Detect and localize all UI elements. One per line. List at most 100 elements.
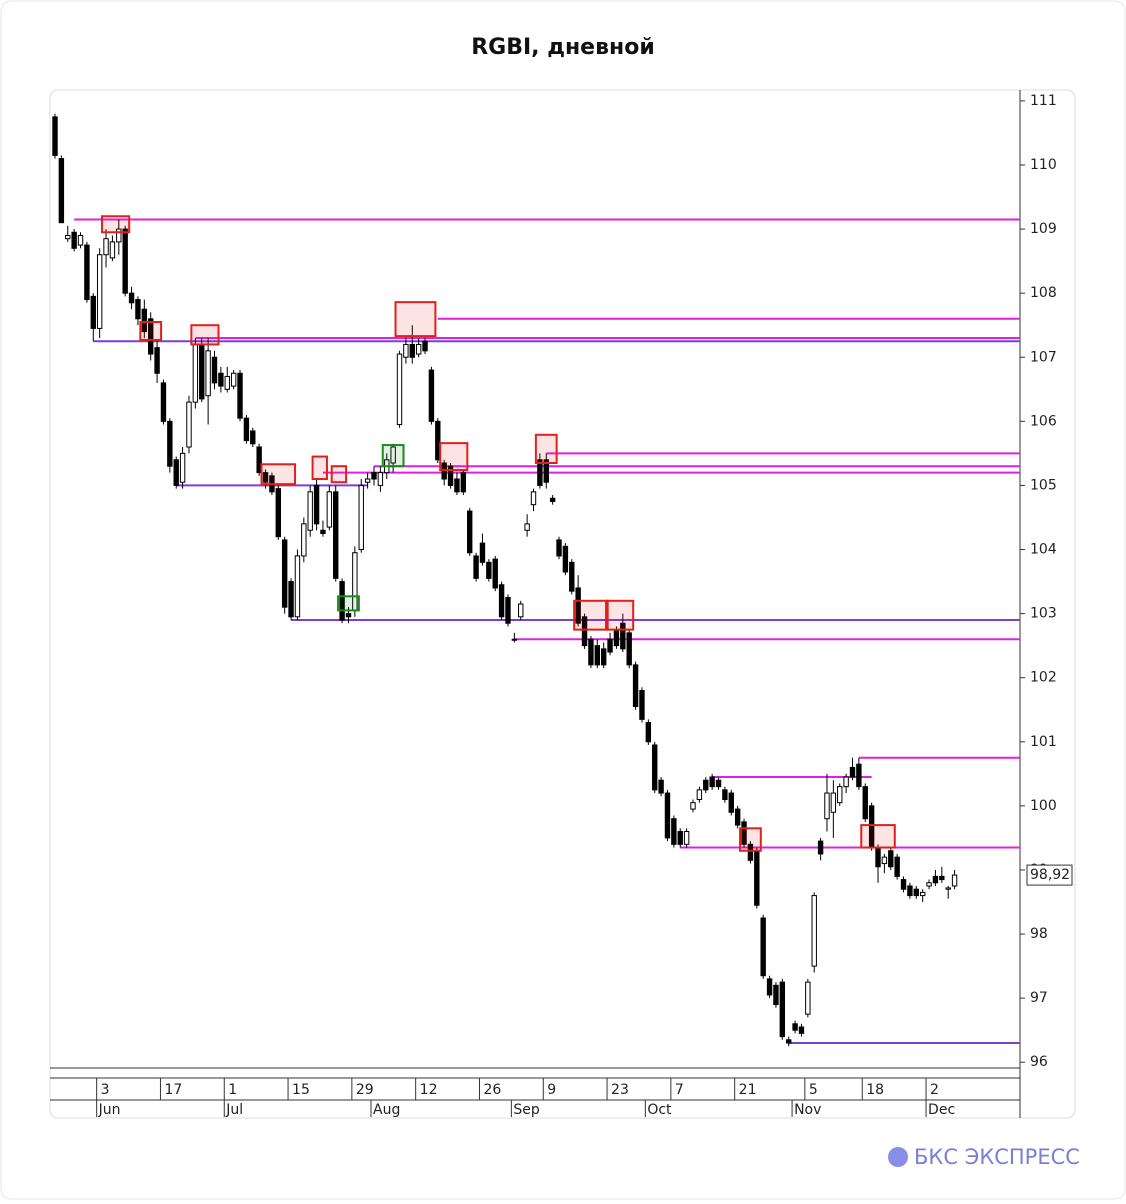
candle-body bbox=[569, 561, 575, 592]
candle-body bbox=[96, 254, 103, 329]
candle-body bbox=[403, 343, 409, 358]
candle-body bbox=[709, 776, 715, 788]
candle-body bbox=[741, 821, 747, 845]
signal-box bbox=[190, 324, 220, 346]
candle-body bbox=[562, 545, 569, 573]
candle-body bbox=[652, 744, 658, 791]
candle-body bbox=[754, 850, 760, 906]
candle-body bbox=[913, 888, 919, 897]
month-label: Jun bbox=[98, 1102, 121, 1118]
candle-body bbox=[492, 558, 498, 589]
candle-body bbox=[632, 664, 639, 708]
candle-body bbox=[766, 978, 773, 996]
x-tick-label: 3 bbox=[101, 1082, 110, 1098]
candle-body bbox=[537, 459, 543, 486]
candle-body bbox=[639, 690, 645, 720]
candle-body bbox=[320, 529, 326, 534]
candle-body bbox=[65, 234, 71, 240]
candle-body bbox=[843, 776, 849, 788]
candle-body bbox=[549, 497, 556, 502]
candle-body bbox=[454, 478, 460, 493]
candle-body bbox=[817, 840, 824, 855]
candle-body bbox=[830, 792, 837, 813]
candle-body bbox=[167, 420, 173, 467]
candle-body bbox=[677, 831, 683, 845]
month-label: Aug bbox=[373, 1102, 400, 1118]
candle-body bbox=[792, 1023, 798, 1031]
candle-body bbox=[518, 603, 524, 618]
candle-body bbox=[275, 488, 282, 538]
x-tick-label: 12 bbox=[420, 1082, 438, 1098]
candle-body bbox=[779, 981, 786, 1038]
candle-body bbox=[734, 808, 741, 826]
signal-box bbox=[381, 444, 405, 468]
candle-body bbox=[333, 491, 339, 579]
candle-body bbox=[396, 353, 403, 426]
candle-body bbox=[715, 779, 722, 788]
candle-body bbox=[543, 459, 549, 483]
candle-body bbox=[186, 401, 192, 448]
y-tick-label: 101 bbox=[1030, 734, 1057, 750]
candle-body bbox=[588, 638, 594, 666]
signal-box bbox=[101, 215, 131, 234]
brand-logo: БКС ЭКСПРЕСС bbox=[888, 1145, 1080, 1169]
x-tick-label: 15 bbox=[292, 1082, 310, 1098]
candle-body bbox=[250, 430, 256, 445]
candle-body bbox=[122, 228, 128, 294]
candle-body bbox=[58, 158, 65, 224]
candle-body bbox=[364, 478, 371, 483]
candle-body bbox=[224, 375, 230, 390]
x-tick-label: 5 bbox=[809, 1082, 818, 1098]
candle-body bbox=[103, 238, 109, 256]
candle-body bbox=[422, 340, 428, 352]
candle-body bbox=[154, 347, 160, 374]
candle-body bbox=[237, 372, 243, 419]
candle-body bbox=[805, 981, 811, 1015]
candle-body bbox=[199, 343, 205, 400]
x-tick-label: 2 bbox=[930, 1082, 939, 1098]
candle-body bbox=[703, 779, 709, 791]
candle-body bbox=[301, 523, 307, 557]
y-tick-label: 97 bbox=[1030, 990, 1048, 1006]
y-tick-label: 104 bbox=[1030, 542, 1057, 558]
x-tick-label: 26 bbox=[483, 1082, 501, 1098]
candle-body bbox=[390, 446, 396, 464]
candle-body bbox=[135, 299, 141, 320]
candle-body bbox=[90, 295, 96, 329]
candle-body bbox=[613, 629, 620, 647]
candle-body bbox=[148, 318, 154, 355]
candle-body bbox=[945, 887, 951, 890]
last-price-box bbox=[1026, 864, 1073, 886]
signal-box bbox=[311, 455, 328, 481]
candle-body bbox=[281, 539, 288, 608]
candle-body bbox=[307, 491, 313, 531]
candle-body bbox=[894, 856, 900, 877]
y-tick-label: 111 bbox=[1030, 93, 1057, 109]
candle-body bbox=[498, 584, 505, 618]
candle-body bbox=[837, 786, 843, 804]
last-price-label: 98,92 bbox=[1030, 867, 1070, 883]
candle-body bbox=[109, 241, 116, 259]
candle-body bbox=[71, 231, 77, 249]
candle-body bbox=[505, 597, 511, 624]
candle-body bbox=[811, 895, 817, 967]
candle-body bbox=[218, 372, 224, 387]
candle-body bbox=[479, 542, 486, 563]
candle-body bbox=[377, 472, 384, 486]
candle-body bbox=[288, 581, 294, 618]
candle-body bbox=[409, 343, 415, 358]
y-tick-label: 103 bbox=[1030, 606, 1057, 622]
candle-body bbox=[530, 491, 537, 506]
y-tick-label: 96 bbox=[1030, 1054, 1048, 1070]
x-tick-label: 29 bbox=[356, 1082, 374, 1098]
candle-body bbox=[511, 638, 518, 641]
candle-body bbox=[926, 882, 932, 887]
candle-body bbox=[243, 417, 250, 442]
candle-body bbox=[179, 452, 186, 483]
candle-body bbox=[939, 875, 945, 881]
candle-body bbox=[696, 789, 703, 800]
plot bbox=[52, 113, 1020, 1047]
candle-body bbox=[524, 523, 530, 531]
candle-body bbox=[84, 244, 90, 301]
